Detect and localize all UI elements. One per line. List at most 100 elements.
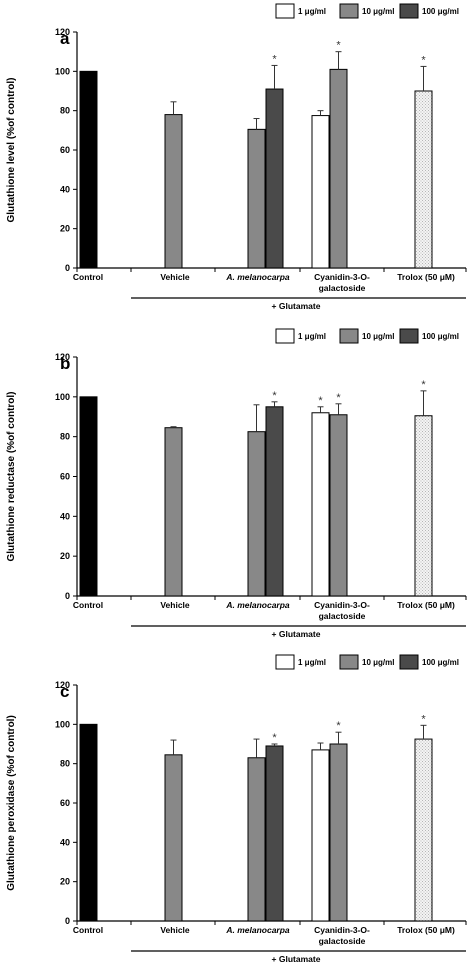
- y-tick-label: 40: [60, 837, 70, 847]
- y-tick-label: 40: [60, 511, 70, 521]
- y-tick-label: 0: [65, 591, 70, 601]
- error-bar: [170, 101, 177, 115]
- y-tick-label: 20: [60, 877, 70, 887]
- group-label: + Glutamate: [272, 954, 321, 964]
- legend-swatch-10: [339, 654, 359, 670]
- error-bar: [253, 738, 260, 758]
- bar: [164, 754, 183, 922]
- significance-star: *: [336, 40, 341, 52]
- significance-star: *: [421, 54, 426, 66]
- y-tick-label: 120: [55, 680, 70, 690]
- legend-swatch-100: [399, 328, 419, 344]
- error-bar: [420, 724, 427, 740]
- bar: [329, 68, 348, 269]
- legend-label-1: 1 μg/ml: [298, 658, 326, 667]
- category-label: Cyanidin-3-O-galactoside: [314, 600, 370, 621]
- error-bar: [271, 64, 278, 90]
- legend-swatch-1: [275, 654, 295, 670]
- y-tick-label: 80: [60, 106, 70, 116]
- legend-label-1: 1 μg/ml: [298, 7, 326, 16]
- bar: [311, 412, 330, 597]
- y-tick-label: 100: [55, 392, 70, 402]
- bar: [414, 415, 433, 597]
- bar: [164, 114, 183, 269]
- y-tick-label: 60: [60, 145, 70, 155]
- error-bar: [271, 743, 278, 746]
- bar: [311, 749, 330, 922]
- bar: [164, 427, 183, 597]
- y-tick-label: 60: [60, 798, 70, 808]
- legend-label-100: 100 μg/ml: [422, 7, 459, 16]
- category-label: Cyanidin-3-O-galactoside: [314, 272, 370, 293]
- category-label: Vehicle: [160, 272, 190, 282]
- bar: [247, 128, 266, 269]
- y-tick-label: 100: [55, 66, 70, 76]
- category-label: A. melanocarpa: [225, 925, 290, 935]
- legend-label-100: 100 μg/ml: [422, 658, 459, 667]
- bar: [414, 738, 433, 922]
- legend-swatch-10: [339, 328, 359, 344]
- bar: [79, 396, 98, 597]
- error-bar: [317, 110, 324, 116]
- bar: [247, 431, 266, 597]
- legend-swatch-10: [339, 3, 359, 19]
- significance-star: *: [336, 392, 341, 404]
- category-label: Trolox (50 μM): [397, 272, 455, 282]
- category-label: Trolox (50 μM): [397, 925, 455, 935]
- legend-swatch-1: [275, 3, 295, 19]
- y-tick-label: 80: [60, 759, 70, 769]
- legend: 1 μg/ml 10 μg/ml 100 μg/ml: [275, 654, 459, 670]
- legend-label-100: 100 μg/ml: [422, 332, 459, 341]
- category-label: Trolox (50 μM): [397, 600, 455, 610]
- legend-label-10: 10 μg/ml: [362, 7, 394, 16]
- chart-panel-b: b 1 μg/ml 10 μg/ml 100 μg/ml Glutathione red…: [6, 328, 467, 639]
- y-axis-label: Glutathione peroxidase (%of control): [6, 715, 17, 891]
- y-tick-label: 0: [65, 916, 70, 926]
- significance-star: *: [336, 720, 341, 732]
- bar: [329, 743, 348, 922]
- category-label: Vehicle: [160, 600, 190, 610]
- error-bar: [170, 739, 177, 755]
- bar: [265, 88, 284, 269]
- bar: [79, 723, 98, 922]
- legend-label-1: 1 μg/ml: [298, 332, 326, 341]
- y-tick-label: 120: [55, 27, 70, 37]
- y-tick-label: 20: [60, 224, 70, 234]
- y-tick-label: 100: [55, 719, 70, 729]
- panel-label: c: [60, 682, 69, 701]
- error-bar: [253, 118, 260, 130]
- error-bar: [335, 51, 342, 70]
- bar: [265, 406, 284, 597]
- y-axis-label: Glutathione reductase (%of control): [6, 391, 17, 561]
- error-bar: [253, 404, 260, 432]
- y-tick-label: 60: [60, 472, 70, 482]
- y-axis-label: Glutathione level (%of control): [6, 77, 17, 222]
- bar: [329, 414, 348, 597]
- bar: [265, 745, 284, 922]
- panel-label: b: [60, 354, 70, 373]
- legend-label-10: 10 μg/ml: [362, 658, 394, 667]
- category-label: Vehicle: [160, 925, 190, 935]
- panel-label: a: [60, 29, 70, 48]
- legend: 1 μg/ml 10 μg/ml 100 μg/ml: [275, 328, 459, 344]
- legend-swatch-100: [399, 654, 419, 670]
- legend-swatch-1: [275, 328, 295, 344]
- category-label: Control: [73, 272, 103, 282]
- legend: 1 μg/ml 10 μg/ml 100 μg/ml: [275, 3, 459, 19]
- y-tick-label: 0: [65, 263, 70, 273]
- error-bar: [271, 401, 278, 407]
- error-bar: [317, 742, 324, 750]
- significance-star: *: [421, 713, 426, 725]
- significance-star: *: [318, 395, 323, 407]
- y-tick-label: 120: [55, 352, 70, 362]
- significance-star: *: [272, 390, 277, 402]
- significance-star: *: [272, 53, 277, 65]
- bar: [311, 115, 330, 269]
- y-tick-label: 80: [60, 432, 70, 442]
- y-tick-label: 20: [60, 551, 70, 561]
- error-bar: [317, 406, 324, 413]
- error-bar: [335, 731, 342, 744]
- legend-label-10: 10 μg/ml: [362, 332, 394, 341]
- group-label: + Glutamate: [272, 629, 321, 639]
